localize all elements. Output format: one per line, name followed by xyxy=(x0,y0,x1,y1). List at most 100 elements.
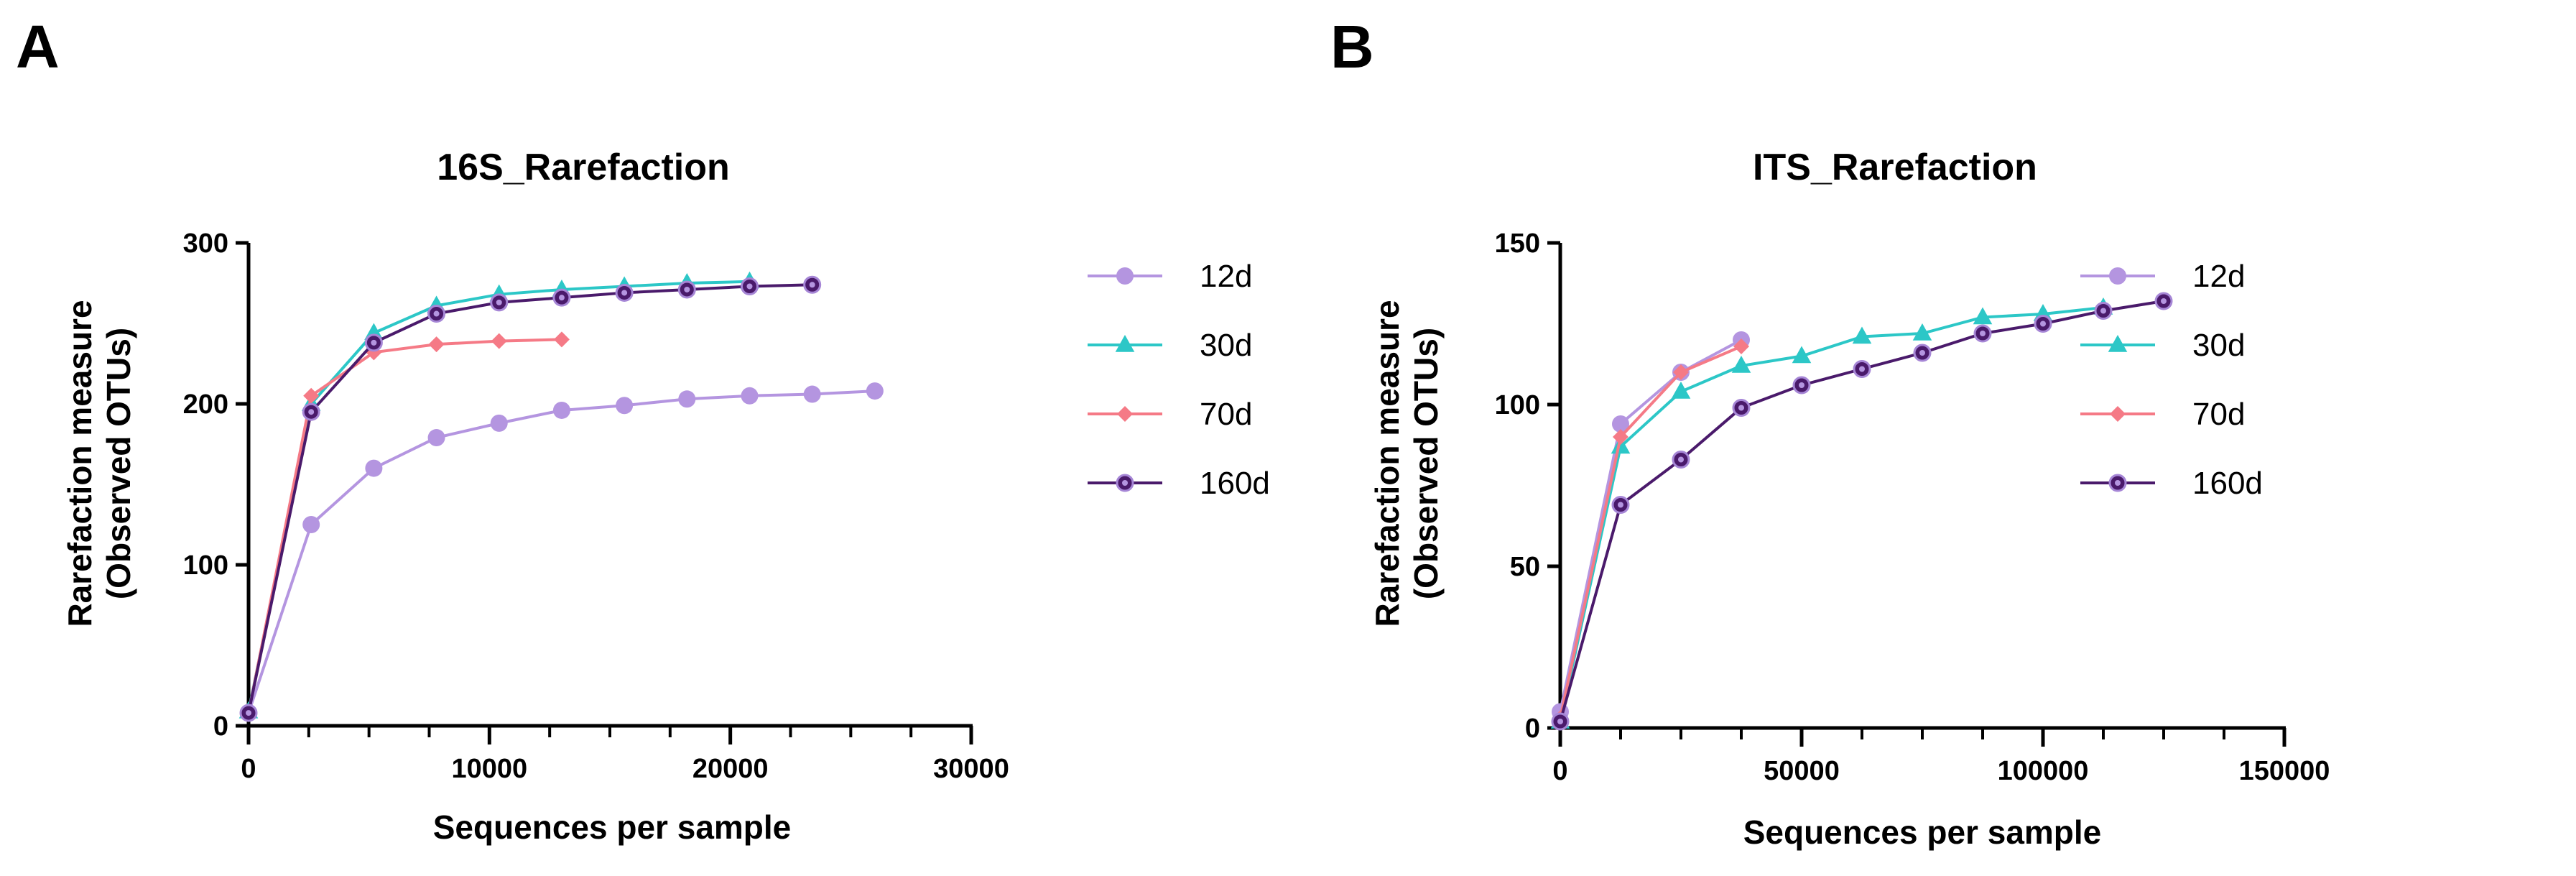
data-point-160d xyxy=(740,277,759,295)
y-axis-label-line2: (Observed OTUs) xyxy=(100,328,137,599)
data-point-160d-inner xyxy=(1678,456,1684,463)
data-point-160d xyxy=(1853,360,1871,378)
data-point-160d-inner xyxy=(246,710,251,716)
x-tick-label: 30000 xyxy=(933,754,1009,784)
legend-label: 160d xyxy=(1200,466,1270,501)
data-point-12d xyxy=(1612,415,1629,433)
series-layer xyxy=(1550,292,2173,731)
chart-16s-rarefaction: 16S_Rarefaction Sequences per sample Rar… xyxy=(61,147,1270,846)
data-point-160d xyxy=(552,288,571,307)
legend-marker xyxy=(2109,267,2126,285)
data-point-12d xyxy=(803,385,821,403)
data-point-160d-inner xyxy=(371,339,377,346)
data-point-160d xyxy=(2034,315,2052,333)
series-line-70d xyxy=(247,338,562,714)
legend-item-30d: 30d xyxy=(1088,328,1252,363)
series-line-30d xyxy=(1559,306,2104,722)
y-tick-label: 100 xyxy=(183,550,228,581)
series-line-160d xyxy=(247,283,812,714)
legend-item-30d: 30d xyxy=(2080,328,2245,363)
data-point-160d-inner xyxy=(558,295,565,301)
legend-label: 30d xyxy=(2192,328,2245,363)
data-point-12d xyxy=(302,516,320,533)
x-axis-label: Sequences per sample xyxy=(1743,813,2102,851)
legend-item-70d: 70d xyxy=(1088,397,1252,432)
data-point-70d xyxy=(1733,338,1749,354)
data-point-160d-inner xyxy=(1618,502,1623,508)
legend-label: 30d xyxy=(1200,328,1252,363)
data-point-12d xyxy=(678,390,696,408)
y-axis-label-line1: Rarefaction measure xyxy=(1368,300,1406,627)
data-point-160d xyxy=(302,402,320,421)
data-point-30d xyxy=(1912,323,1932,341)
data-point-160d xyxy=(1672,451,1690,469)
chart-title: ITS_Rarefaction xyxy=(1753,147,2037,188)
legend-label: 12d xyxy=(1200,259,1252,294)
legend-marker xyxy=(1116,474,1134,492)
data-point-160d-inner xyxy=(746,283,753,290)
data-point-160d xyxy=(239,704,258,722)
data-point-160d xyxy=(1732,399,1751,417)
data-point-160d-inner xyxy=(684,286,690,292)
x-tick-label: 10000 xyxy=(451,754,527,784)
legend-item-12d: 12d xyxy=(2080,259,2245,294)
data-point-30d xyxy=(1792,346,1812,364)
data-point-12d xyxy=(552,401,570,419)
y-tick-label: 200 xyxy=(183,389,228,420)
legend-marker xyxy=(1117,406,1133,422)
legend: 12d 30d 70d 160d xyxy=(2080,259,2263,501)
legend-label: 12d xyxy=(2192,259,2245,294)
data-point-30d xyxy=(1611,436,1631,454)
legend-item-12d: 12d xyxy=(1088,259,1252,294)
data-point-70d xyxy=(428,336,445,353)
data-point-160d xyxy=(615,283,634,302)
data-point-160d xyxy=(1913,344,1932,362)
y-axis-label-line2: (Observed OTUs) xyxy=(1407,328,1445,599)
data-point-160d xyxy=(1792,376,1811,395)
data-point-160d-inner xyxy=(2040,321,2046,327)
series-160d xyxy=(1551,292,2173,731)
data-point-160d-inner xyxy=(1980,331,1986,336)
data-point-160d-inner xyxy=(2161,298,2167,304)
data-point-160d-inner xyxy=(1919,350,1925,356)
legend-marker-inner xyxy=(1122,480,1128,486)
y-tick-label: 100 xyxy=(1495,390,1540,420)
data-point-12d xyxy=(365,459,383,477)
data-point-160d-inner xyxy=(433,310,440,317)
legend-label: 160d xyxy=(2192,466,2263,501)
legend-marker xyxy=(1115,335,1135,352)
y-axis-label-line1: Rarefaction measure xyxy=(61,300,98,627)
data-point-30d xyxy=(1852,326,1872,344)
y-tick-label: 300 xyxy=(183,229,228,259)
data-point-160d xyxy=(1551,712,1570,731)
legend-item-160d: 160d xyxy=(1088,466,1270,501)
data-point-12d xyxy=(490,414,508,432)
data-point-70d xyxy=(553,331,570,348)
series-12d xyxy=(240,382,884,722)
series-70d xyxy=(1552,338,1749,727)
legend-item-70d: 70d xyxy=(2080,397,2245,432)
series-70d xyxy=(241,331,570,721)
legend: 12d 30d 70d 160d xyxy=(1088,259,1270,501)
legend-label: 70d xyxy=(1200,397,1252,432)
axes: 0 100 200 300 0 10000 20000 30000 xyxy=(183,229,1009,784)
data-point-160d xyxy=(803,275,822,294)
data-point-160d xyxy=(1973,324,1992,343)
data-point-30d xyxy=(1731,356,1751,373)
data-point-160d xyxy=(1611,496,1630,514)
series-12d xyxy=(1552,331,1750,721)
series-line-12d xyxy=(247,389,875,714)
data-point-160d-inner xyxy=(308,409,315,415)
panel-b-letter: B xyxy=(1330,13,1374,80)
legend-marker-inner xyxy=(2115,480,2121,486)
legend-label: 70d xyxy=(2192,397,2245,432)
series-line-70d xyxy=(1559,345,1742,719)
data-point-160d-inner xyxy=(1738,405,1744,411)
y-tick-label: 150 xyxy=(1495,229,1540,259)
data-point-160d-inner xyxy=(1557,719,1563,724)
data-point-70d xyxy=(303,387,320,404)
data-point-160d-inner xyxy=(1859,366,1865,372)
chart-title: 16S_Rarefaction xyxy=(437,147,730,188)
data-point-160d-inner xyxy=(496,299,502,305)
